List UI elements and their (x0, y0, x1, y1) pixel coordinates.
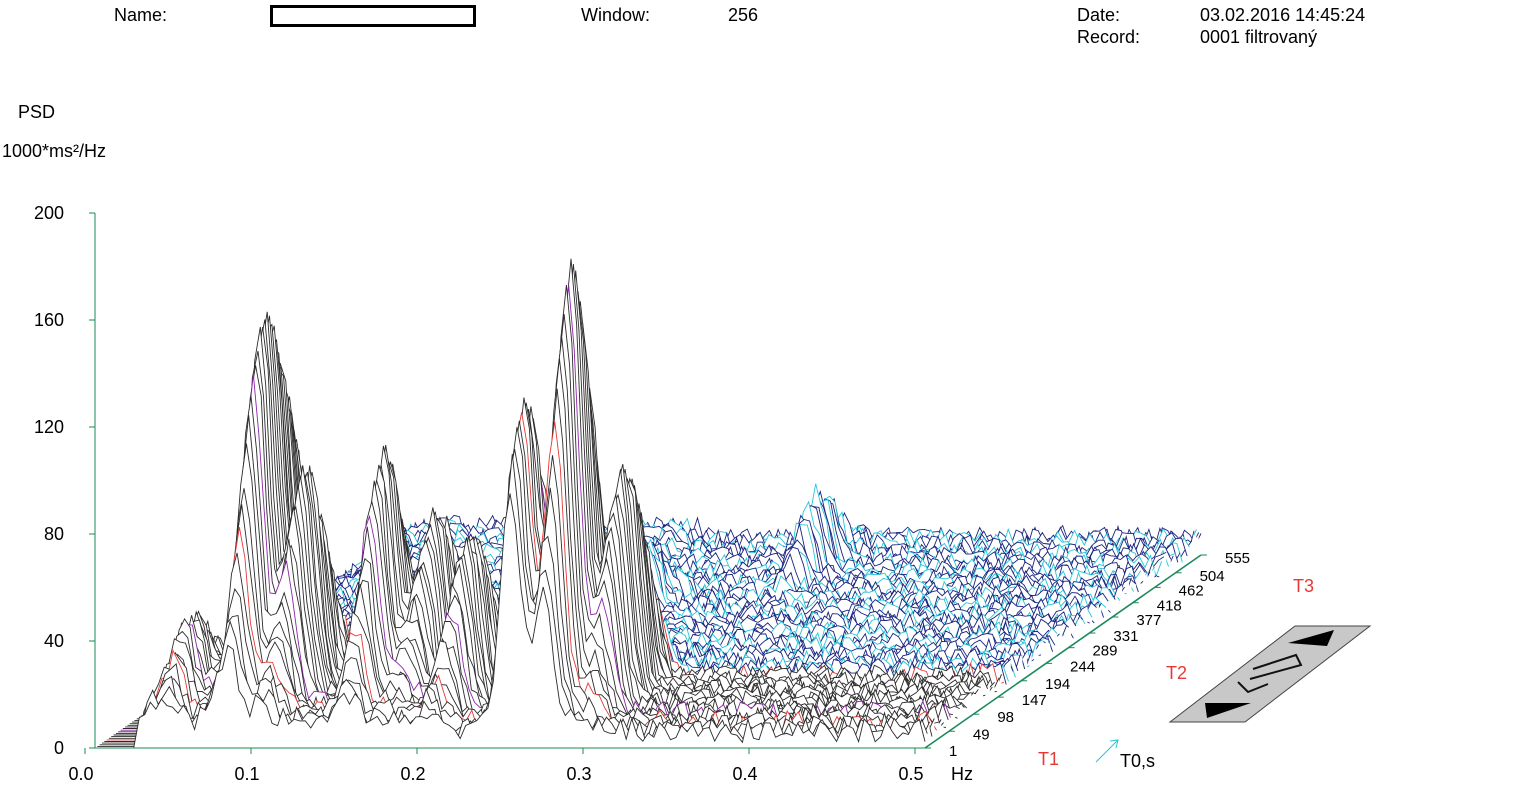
marker-t2[interactable]: T2 (1166, 663, 1187, 683)
record-value: 0001 filtrovaný (1200, 27, 1318, 47)
arrow-up-right-icon[interactable] (1288, 630, 1334, 646)
t0-tick-label: 377 (1136, 612, 1161, 629)
marker-t3[interactable]: T3 (1293, 576, 1314, 596)
rotate-path-icon (1249, 653, 1303, 680)
x-tick-label: 0.5 (898, 764, 923, 784)
t0-tick-label: 289 (1092, 643, 1117, 660)
t0-arrow-head-icon (1109, 739, 1119, 749)
rotate-hook-icon (1237, 681, 1269, 694)
x-tick-label: 0.0 (68, 764, 93, 784)
x-tick-label: 0.4 (732, 764, 757, 784)
psd-trace-line (97, 453, 928, 747)
t0-axis-title: T0,s (1120, 751, 1155, 771)
x-tick-label: 0.1 (234, 764, 259, 784)
x-tick-label: 0.2 (400, 764, 425, 784)
psd-trace-line (99, 448, 931, 746)
t0-tick-label: 462 (1179, 582, 1204, 599)
name-field[interactable] (270, 5, 476, 27)
window-value: 256 (728, 5, 759, 25)
y-axis-title: PSD (18, 102, 55, 122)
name-label: Name: (114, 5, 168, 25)
t0-tick-label: 504 (1200, 568, 1225, 585)
x-axis-title: Hz (951, 764, 973, 784)
t0-tick-label: 331 (1113, 628, 1138, 645)
y-axis-unit: 1000*ms²/Hz (2, 141, 106, 161)
psd-trace-line (108, 388, 940, 739)
t0-tick-label: 555 (1225, 550, 1250, 567)
t0-tick-label: 1 (949, 743, 957, 760)
y-tick-label: 40 (44, 631, 64, 651)
psd-trace-line (113, 337, 944, 736)
record-label: Record: (1077, 27, 1141, 47)
y-tick-label: 0 (54, 738, 64, 758)
t0-tick-label: 194 (1045, 676, 1070, 693)
t0-tick-label: 49 (973, 726, 990, 743)
t0-tick-label: 147 (1022, 692, 1047, 709)
t0-tick-label: 98 (997, 709, 1014, 726)
view-rotate-control[interactable] (1168, 625, 1372, 723)
x-ticks: 0.0 0.1 0.2 0.3 0.4 0.5 (68, 748, 924, 784)
y-tick-label: 160 (34, 310, 64, 330)
t0-axis-arrow (1095, 739, 1119, 763)
date-label: Date: (1077, 5, 1121, 25)
waterfall-surface (95, 258, 1202, 749)
psd-trace-line (106, 412, 937, 741)
marker-t1[interactable]: T1 (1038, 749, 1059, 769)
x-tick-label: 0.3 (566, 764, 591, 784)
psd-trace-line (345, 515, 1176, 574)
y-ticks: 0 40 80 120 160 200 (34, 203, 95, 758)
y-tick-label: 80 (44, 524, 64, 544)
window-label: Window: (581, 5, 651, 25)
t0-tick-label: 244 (1070, 658, 1095, 675)
date-value: 03.02.2016 14:45:24 (1200, 5, 1366, 25)
y-tick-label: 120 (34, 417, 64, 437)
psd-trace-line (95, 493, 926, 749)
arrow-down-left-icon[interactable] (1205, 703, 1251, 718)
y-tick-label: 200 (34, 203, 64, 223)
t0-tick-label: 418 (1157, 598, 1182, 615)
